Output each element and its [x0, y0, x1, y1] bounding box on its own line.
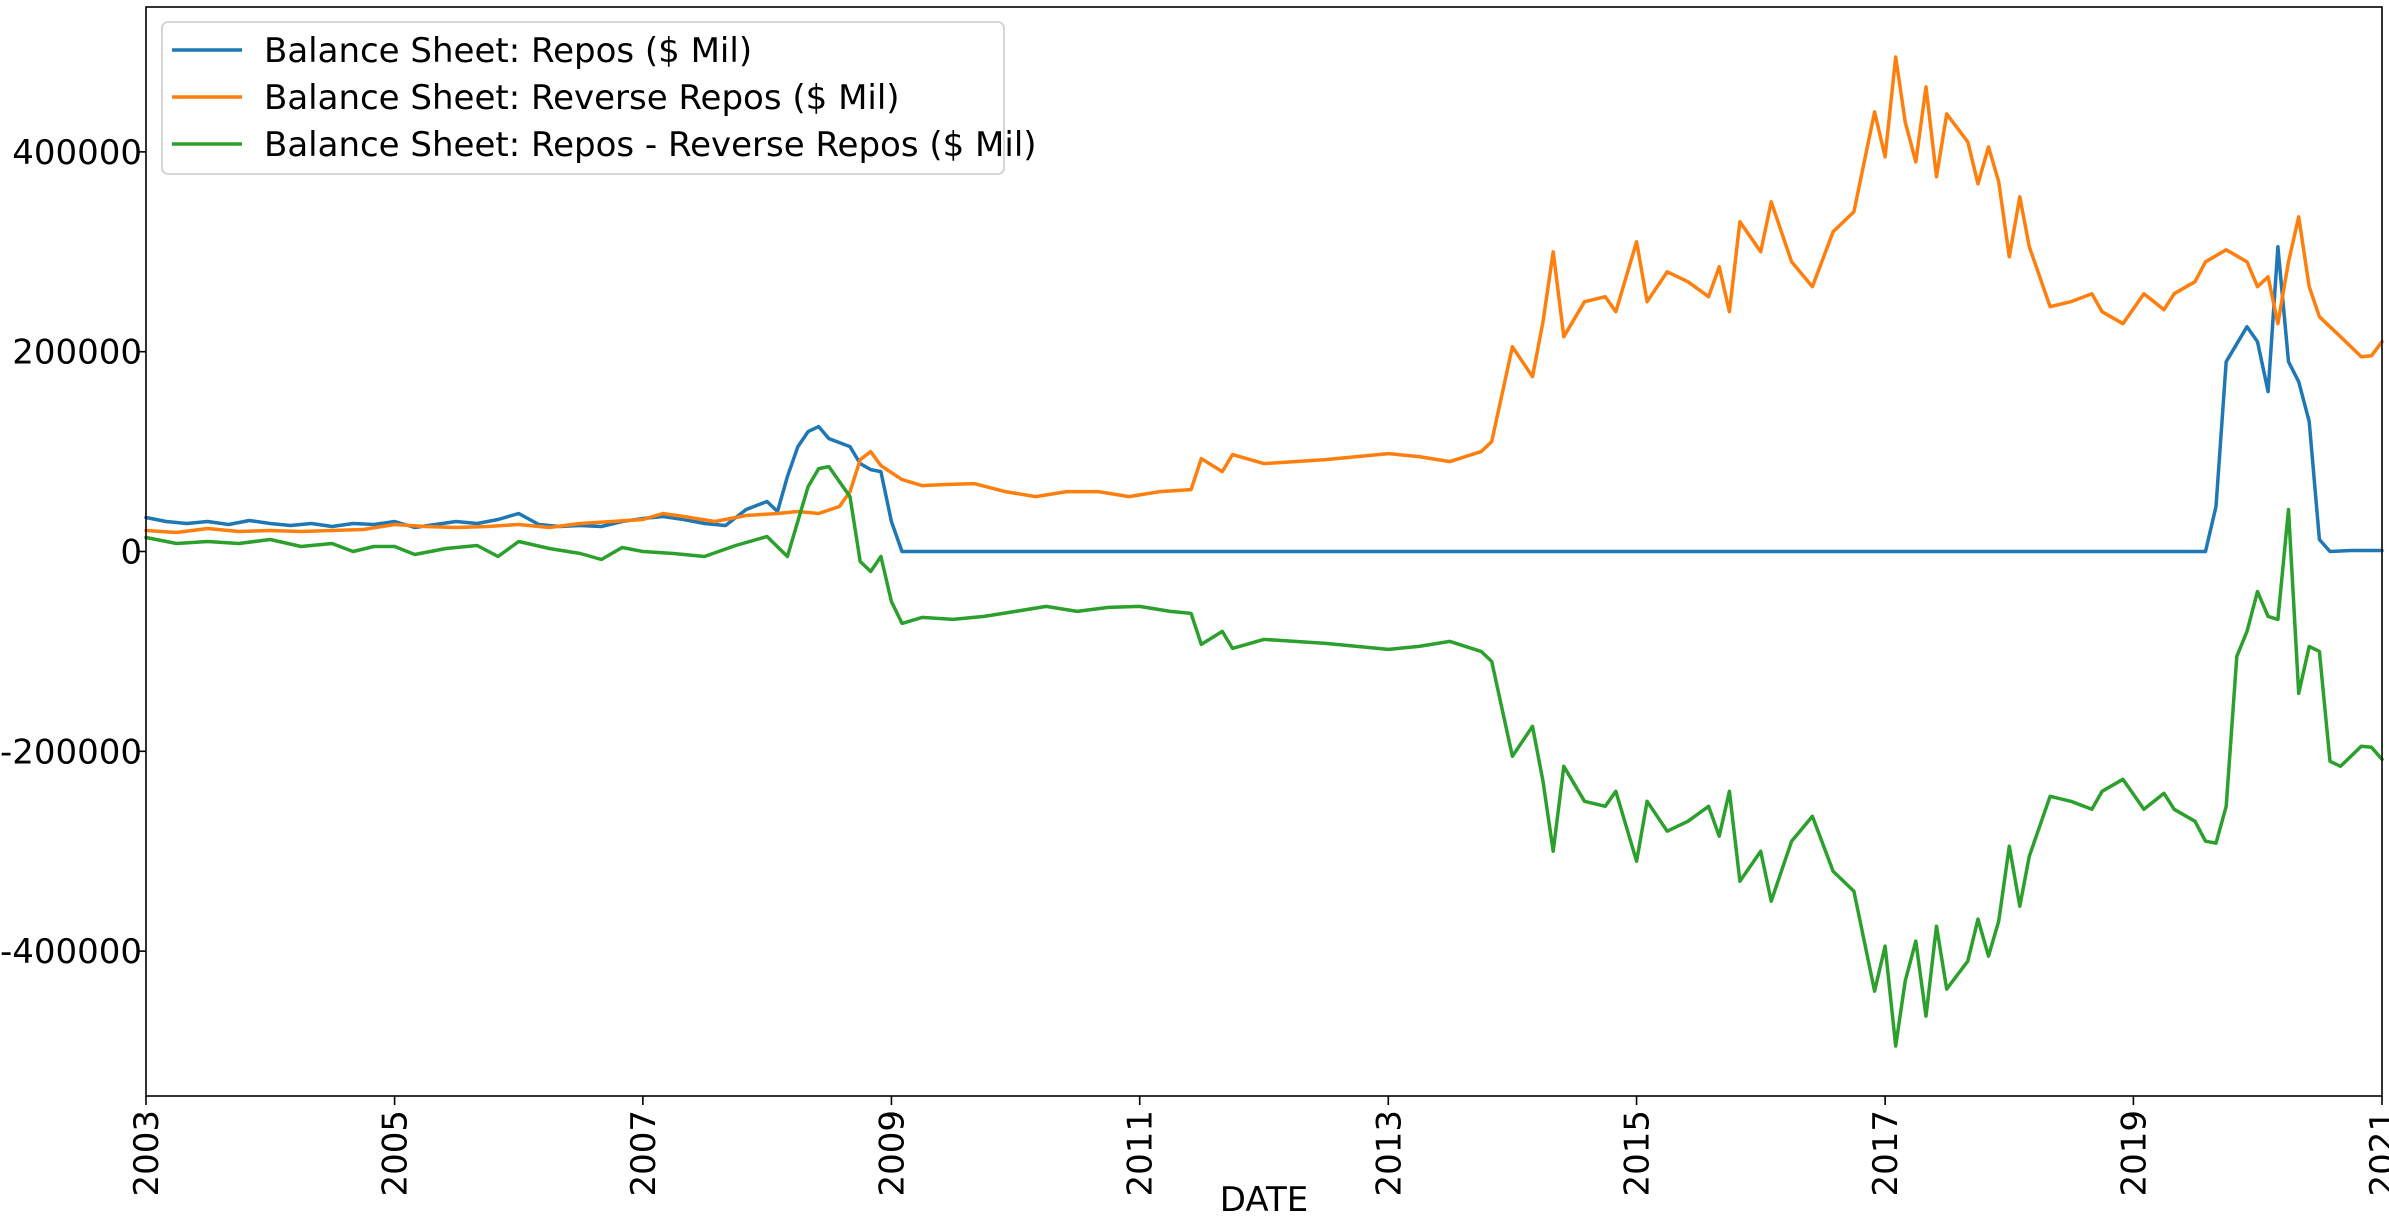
x-tick-label: 2011 [1121, 1110, 1161, 1197]
y-tick-label: -200000 [0, 732, 142, 772]
series-line-3 [144, 464, 2384, 1048]
x-tick-label: 2015 [1618, 1110, 1658, 1197]
y-tick-label: 0 [120, 533, 142, 573]
series-line-1 [144, 245, 2384, 554]
legend-label-3: Balance Sheet: Repos - Reverse Repos ($ … [264, 125, 1037, 165]
x-axis: 2003 2005 2007 2009 2011 2013 2015 2017 2019 2021 [127, 1096, 2389, 1197]
x-axis-title: DATE [1220, 1180, 1308, 1220]
x-tick-label: 2017 [1866, 1110, 1906, 1197]
x-tick-label: 2009 [872, 1110, 912, 1197]
x-tick-label: 2021 [2363, 1110, 2389, 1197]
y-tick-label: -400000 [0, 932, 142, 972]
y-axis: 400000 200000 0 -200000 -400000 [0, 133, 146, 972]
y-tick-label: 400000 [12, 133, 142, 173]
legend-box [161, 21, 1005, 175]
series-line-2 [144, 55, 2384, 535]
legend-label-2: Balance Sheet: Reverse Repos ($ Mil) [264, 78, 900, 118]
y-tick-label: 200000 [12, 333, 142, 373]
x-tick-label: 2007 [624, 1110, 664, 1197]
x-tick-label: 2003 [127, 1110, 167, 1197]
series-lines [144, 55, 2384, 1048]
legend-label-1: Balance Sheet: Repos ($ Mil) [264, 31, 752, 71]
x-tick-label: 2005 [376, 1110, 416, 1197]
x-tick-label: 2019 [2114, 1110, 2154, 1197]
legend: Balance Sheet: Repos ($ Mil) Balance Shee… [161, 21, 1037, 175]
x-tick-label: 2013 [1369, 1110, 1409, 1197]
